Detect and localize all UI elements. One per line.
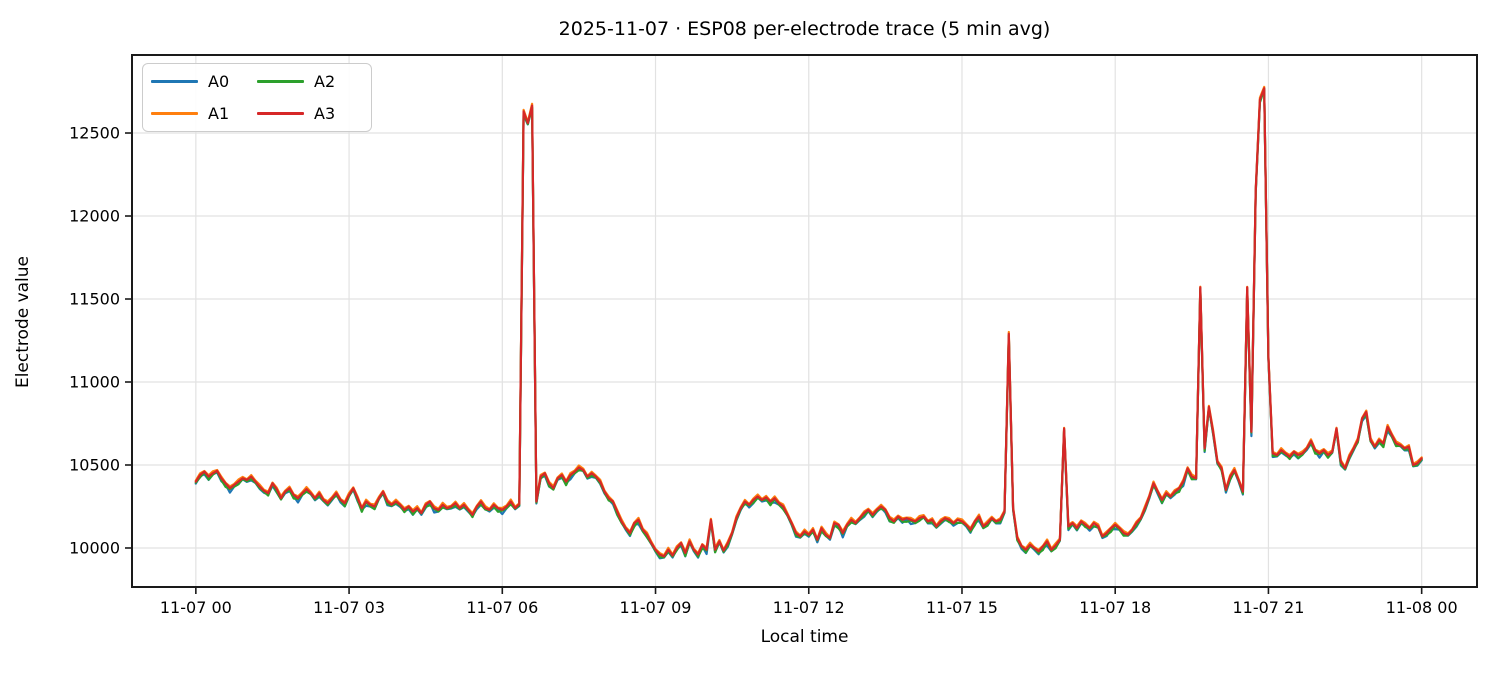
series-line-A3	[194, 87, 1423, 558]
legend-item-a2: A2	[257, 72, 363, 91]
y-axis-label: Electrode value	[13, 255, 33, 389]
legend-label: A3	[314, 103, 336, 123]
legend-line-swatch-a0	[151, 80, 198, 84]
legend-line-swatch-a1	[151, 111, 198, 115]
y-tick-label: 11500	[69, 290, 120, 309]
legend-item-a1: A1	[151, 104, 257, 123]
legend: A0 A1 A2 A3	[142, 63, 372, 132]
x-tick-label: 11-07 00	[160, 598, 232, 617]
y-tick-label: 12500	[69, 124, 120, 143]
chart-title: 2025-11-07 · ESP08 per-electrode trace (…	[558, 18, 1051, 40]
x-tick-label: 11-08 00	[1386, 598, 1458, 617]
legend-label: A2	[314, 72, 336, 92]
legend-line-swatch-a3	[257, 111, 304, 115]
y-tick-label: 10500	[69, 455, 120, 474]
legend-item-a3: A3	[257, 104, 363, 123]
y-tick-label: 11000	[69, 373, 120, 392]
legend-label: A1	[208, 103, 230, 123]
legend-item-a0: A0	[151, 72, 257, 91]
x-tick-label: 11-07 09	[620, 598, 692, 617]
x-tick-label: 11-07 18	[1079, 598, 1151, 617]
y-tick-label: 10000	[69, 538, 120, 557]
x-axis-label: Local time	[760, 627, 849, 647]
legend-line-swatch-a2	[257, 80, 304, 84]
x-tick-label: 11-07 03	[313, 598, 385, 617]
x-tick-label: 11-07 06	[466, 598, 538, 617]
axes-frame	[131, 54, 1478, 588]
x-tick-label: 11-07 21	[1232, 598, 1304, 617]
x-tick-label: 11-07 12	[773, 598, 845, 617]
legend-label: A0	[208, 72, 230, 92]
x-tick-label: 11-07 15	[926, 598, 998, 617]
y-tick-label: 12000	[69, 207, 120, 226]
